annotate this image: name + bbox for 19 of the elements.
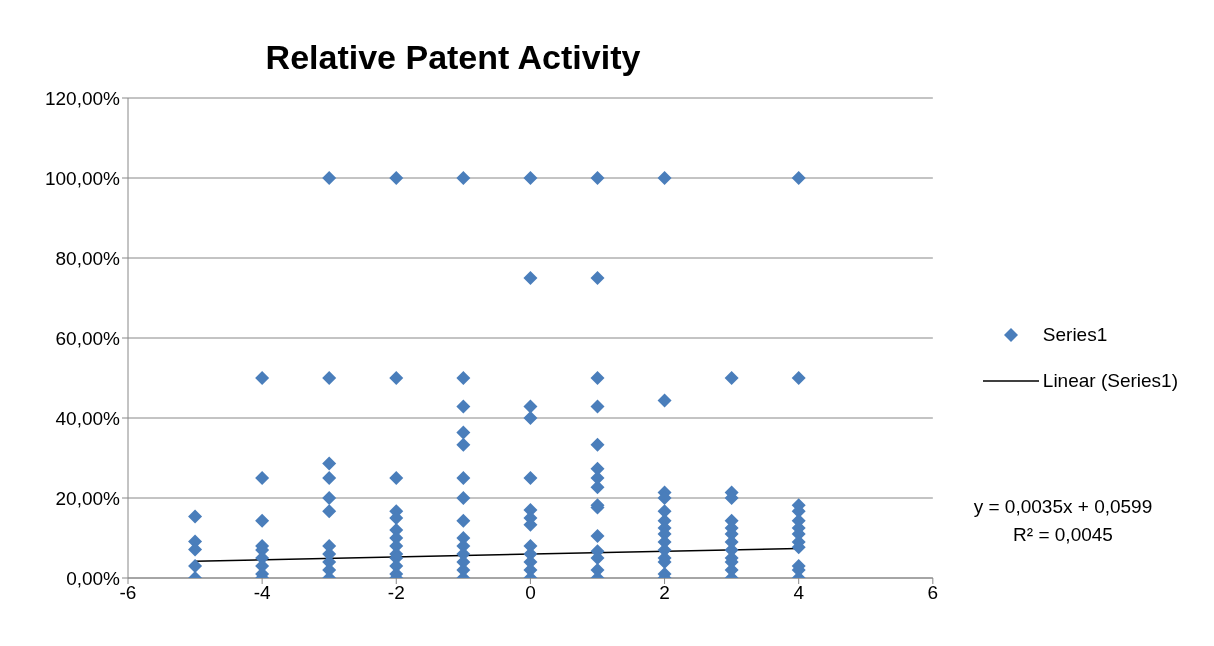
text: y = 0,0035x + 0,0599	[972, 495, 1154, 519]
y-tick-label: 0,00%	[66, 567, 121, 589]
y-tick-label: 40,00%	[55, 407, 121, 429]
legend-label: Linear (Series1)	[1042, 369, 1178, 393]
x-tick-label: -4	[253, 582, 272, 604]
legend-label: Series1	[1042, 323, 1108, 347]
x-tick-label: 2	[659, 582, 670, 604]
x-tick-label: 6	[927, 582, 939, 604]
y-tick-label: 60,00%	[55, 327, 121, 349]
y-tick-label: 80,00%	[55, 247, 121, 269]
y-tick-label: 20,00%	[55, 487, 121, 509]
x-tick-label: -2	[387, 582, 405, 604]
y-tick-label: 120,00%	[44, 87, 121, 109]
text: R² = 0,0045	[1012, 523, 1114, 547]
x-tick-label: -6	[119, 582, 137, 604]
chart-title: Relative Patent Activity	[264, 37, 642, 78]
x-tick-label: 4	[793, 582, 805, 604]
x-tick-label: 0	[525, 582, 536, 604]
y-tick-label: 100,00%	[44, 167, 121, 189]
